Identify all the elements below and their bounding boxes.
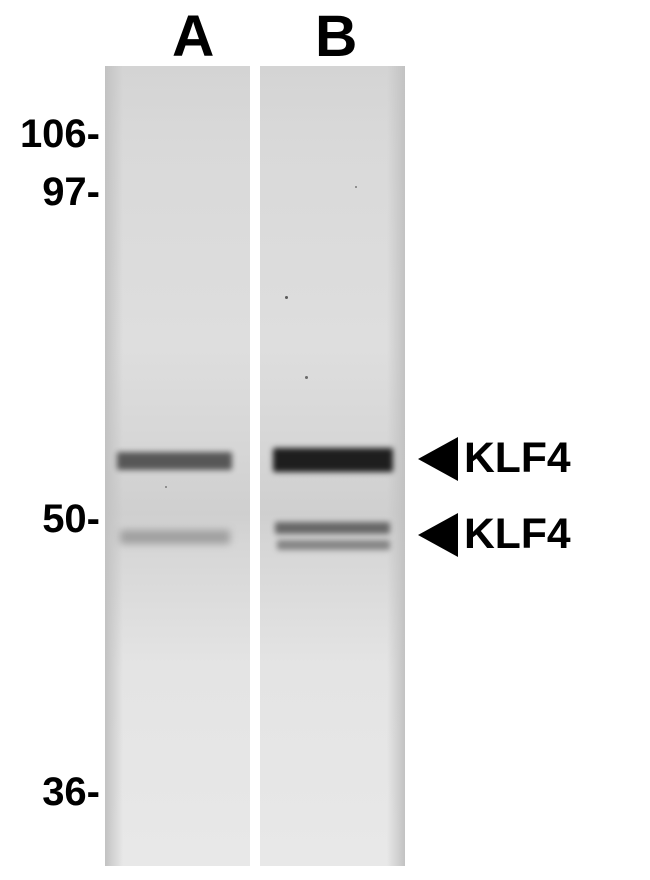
lane-header-b: B — [315, 3, 357, 70]
western-blot-figure: { "figure": { "width_px": 650, "height_p… — [0, 0, 650, 880]
lane-divider — [250, 66, 260, 866]
band-label-text: KLF4 — [464, 510, 571, 559]
mw-marker-97: 97- — [42, 170, 100, 215]
blot-speck — [165, 486, 167, 488]
blot-speck — [305, 376, 308, 379]
band-A-lower — [120, 530, 230, 544]
blot-speck — [285, 296, 288, 299]
band-B-upper — [273, 448, 393, 472]
band-label-klf4-lower: KLF4 — [418, 510, 571, 559]
mw-marker-36: 36- — [42, 770, 100, 815]
band-A-upper — [117, 452, 232, 470]
blot-speck — [355, 186, 357, 188]
band-B-lower2 — [277, 540, 390, 550]
band-label-klf4-upper: KLF4 — [418, 434, 571, 483]
band-label-text: KLF4 — [464, 434, 571, 483]
mw-marker-50: 50- — [42, 497, 100, 542]
arrow-left-icon — [418, 437, 458, 481]
mw-marker-106: 106- — [20, 112, 100, 157]
band-B-lower1 — [275, 522, 390, 534]
arrow-left-icon — [418, 513, 458, 557]
lane-header-a: A — [172, 3, 214, 70]
